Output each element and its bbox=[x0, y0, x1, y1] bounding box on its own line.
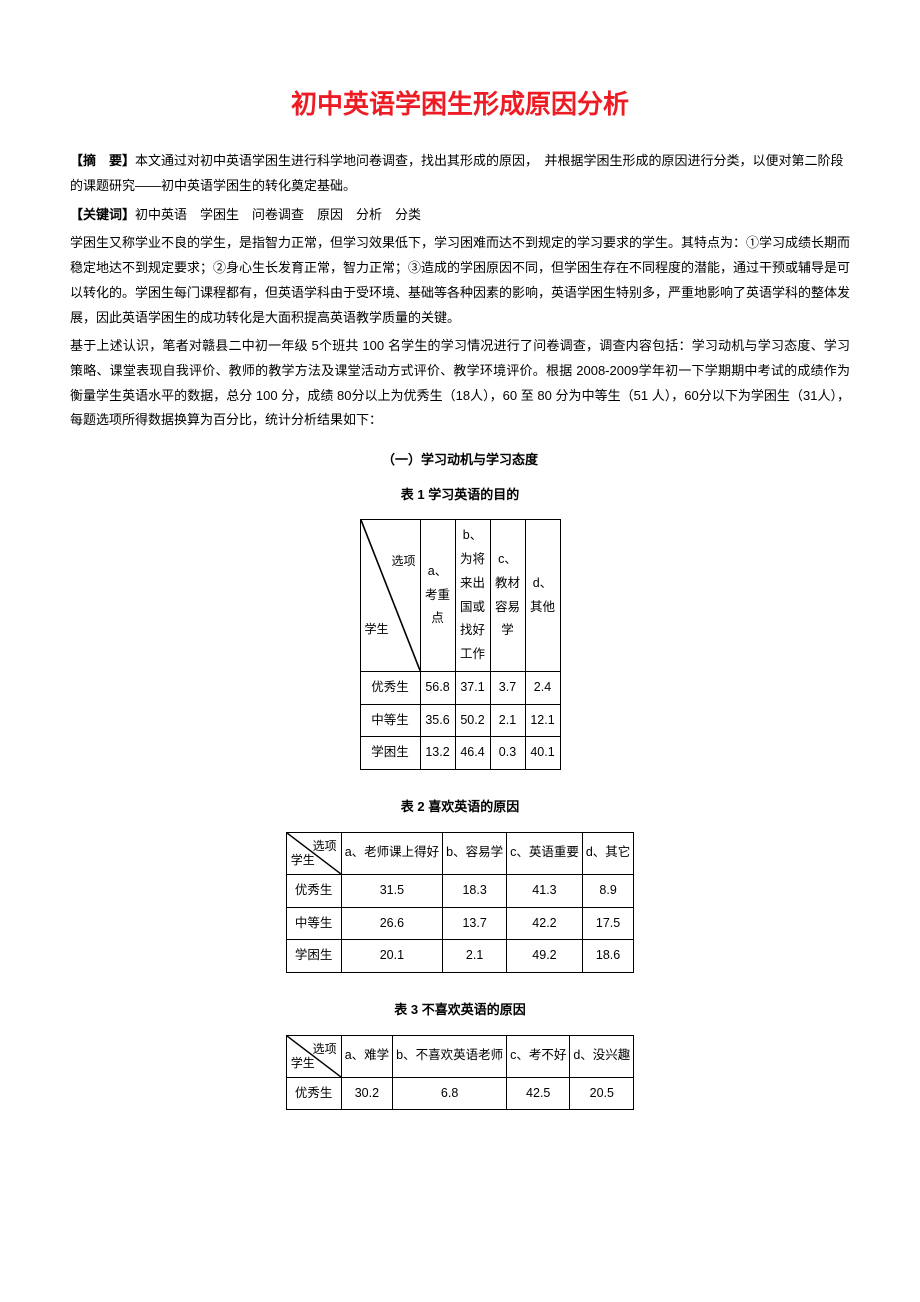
table-cell: 41.3 bbox=[507, 874, 583, 907]
table-cell: 42.2 bbox=[507, 907, 583, 940]
document-title: 初中英语学困生形成原因分析 bbox=[70, 80, 850, 129]
table-1: 选项 学生 a、考重点 b、为将来出国或找好工作 c、教材容易学 d、其他 优秀… bbox=[360, 519, 561, 770]
table-2-col-0: a、老师课上得好 bbox=[341, 832, 442, 874]
table-cell: 49.2 bbox=[507, 940, 583, 973]
table-1-col-0: a、考重点 bbox=[420, 520, 455, 672]
table-1-diag-bottom: 学生 bbox=[365, 618, 389, 641]
table-2: 选项 学生 a、老师课上得好 b、容易学 c、英语重要 d、其它 优秀生 31.… bbox=[286, 832, 635, 973]
table-1-diag-header: 选项 学生 bbox=[360, 520, 420, 672]
table-1-row-0-label: 优秀生 bbox=[360, 671, 420, 704]
table-cell: 26.6 bbox=[341, 907, 442, 940]
table-2-col-1: b、容易学 bbox=[443, 832, 507, 874]
table-3-col-1: b、不喜欢英语老师 bbox=[393, 1035, 507, 1077]
table-cell: 2.1 bbox=[490, 704, 525, 737]
table-cell: 2.4 bbox=[525, 671, 560, 704]
table-2-diag-top: 选项 bbox=[313, 835, 337, 858]
table-cell: 50.2 bbox=[455, 704, 490, 737]
table-cell: 8.9 bbox=[582, 874, 633, 907]
table-cell: 30.2 bbox=[341, 1077, 392, 1110]
table-row: 优秀生 30.2 6.8 42.5 20.5 bbox=[286, 1077, 634, 1110]
table-cell: 46.4 bbox=[455, 737, 490, 770]
section-1-heading: （一）学习动机与学习态度 bbox=[70, 448, 850, 473]
table-1-diag-top: 选项 bbox=[391, 550, 415, 573]
table-cell: 17.5 bbox=[582, 907, 633, 940]
keywords-label: 【关键词】 bbox=[70, 207, 135, 222]
table-3-col-3: d、没兴趣 bbox=[570, 1035, 634, 1077]
table-cell: 0.3 bbox=[490, 737, 525, 770]
table-3-diag-top: 选项 bbox=[313, 1038, 337, 1061]
table-2-caption: 表 2 喜欢英语的原因 bbox=[70, 795, 850, 820]
keywords: 【关键词】初中英语 学困生 问卷调查 原因 分析 分类 bbox=[70, 203, 850, 228]
table-cell: 20.5 bbox=[570, 1077, 634, 1110]
table-3-row-0-label: 优秀生 bbox=[286, 1077, 341, 1110]
abstract-text: 本文通过对初中英语学困生进行科学地问卷调查，找出其形成的原因， 并根据学困生形成… bbox=[70, 153, 844, 193]
table-1-col-3: d、其他 bbox=[525, 520, 560, 672]
table-2-row-2-label: 学困生 bbox=[286, 940, 341, 973]
paragraph-1: 学困生又称学业不良的学生，是指智力正常，但学习效果低下，学习困难而达不到规定的学… bbox=[70, 231, 850, 330]
table-1-col-1: b、为将来出国或找好工作 bbox=[455, 520, 490, 672]
table-cell: 20.1 bbox=[341, 940, 442, 973]
keywords-text: 初中英语 学困生 问卷调查 原因 分析 分类 bbox=[135, 207, 421, 222]
abstract: 【摘 要】本文通过对初中英语学困生进行科学地问卷调查，找出其形成的原因， 并根据… bbox=[70, 149, 850, 198]
table-cell: 3.7 bbox=[490, 671, 525, 704]
table-cell: 18.6 bbox=[582, 940, 633, 973]
table-3-col-0: a、难学 bbox=[341, 1035, 392, 1077]
table-2-row-1-label: 中等生 bbox=[286, 907, 341, 940]
table-3-col-2: c、考不好 bbox=[507, 1035, 570, 1077]
table-cell: 42.5 bbox=[507, 1077, 570, 1110]
table-3-caption: 表 3 不喜欢英语的原因 bbox=[70, 998, 850, 1023]
table-1-caption: 表 1 学习英语的目的 bbox=[70, 483, 850, 508]
table-1-row-2-label: 学困生 bbox=[360, 737, 420, 770]
table-2-col-2: c、英语重要 bbox=[507, 832, 583, 874]
table-3-diag-bottom: 学生 bbox=[291, 1052, 315, 1075]
table-cell: 18.3 bbox=[443, 874, 507, 907]
table-cell: 56.8 bbox=[420, 671, 455, 704]
table-2-diag-bottom: 学生 bbox=[291, 849, 315, 872]
table-row: 中等生 26.6 13.7 42.2 17.5 bbox=[286, 907, 634, 940]
table-1-row-1-label: 中等生 bbox=[360, 704, 420, 737]
table-row: 优秀生 56.8 37.1 3.7 2.4 bbox=[360, 671, 560, 704]
abstract-label: 【摘 要】 bbox=[70, 153, 135, 168]
table-row: 优秀生 31.5 18.3 41.3 8.9 bbox=[286, 874, 634, 907]
table-row: 学困生 13.2 46.4 0.3 40.1 bbox=[360, 737, 560, 770]
table-1-col-2: c、教材容易学 bbox=[490, 520, 525, 672]
table-cell: 31.5 bbox=[341, 874, 442, 907]
table-2-diag-header: 选项 学生 bbox=[286, 832, 341, 874]
table-cell: 37.1 bbox=[455, 671, 490, 704]
table-cell: 6.8 bbox=[393, 1077, 507, 1110]
table-2-row-0-label: 优秀生 bbox=[286, 874, 341, 907]
table-3-diag-header: 选项 学生 bbox=[286, 1035, 341, 1077]
table-2-col-3: d、其它 bbox=[582, 832, 633, 874]
paragraph-2: 基于上述认识，笔者对赣县二中初一年级 5个班共 100 名学生的学习情况进行了问… bbox=[70, 334, 850, 433]
table-cell: 40.1 bbox=[525, 737, 560, 770]
table-cell: 12.1 bbox=[525, 704, 560, 737]
table-cell: 13.7 bbox=[443, 907, 507, 940]
table-row: 学困生 20.1 2.1 49.2 18.6 bbox=[286, 940, 634, 973]
table-cell: 35.6 bbox=[420, 704, 455, 737]
table-3: 选项 学生 a、难学 b、不喜欢英语老师 c、考不好 d、没兴趣 优秀生 30.… bbox=[286, 1035, 635, 1111]
table-cell: 13.2 bbox=[420, 737, 455, 770]
table-row: 中等生 35.6 50.2 2.1 12.1 bbox=[360, 704, 560, 737]
table-cell: 2.1 bbox=[443, 940, 507, 973]
